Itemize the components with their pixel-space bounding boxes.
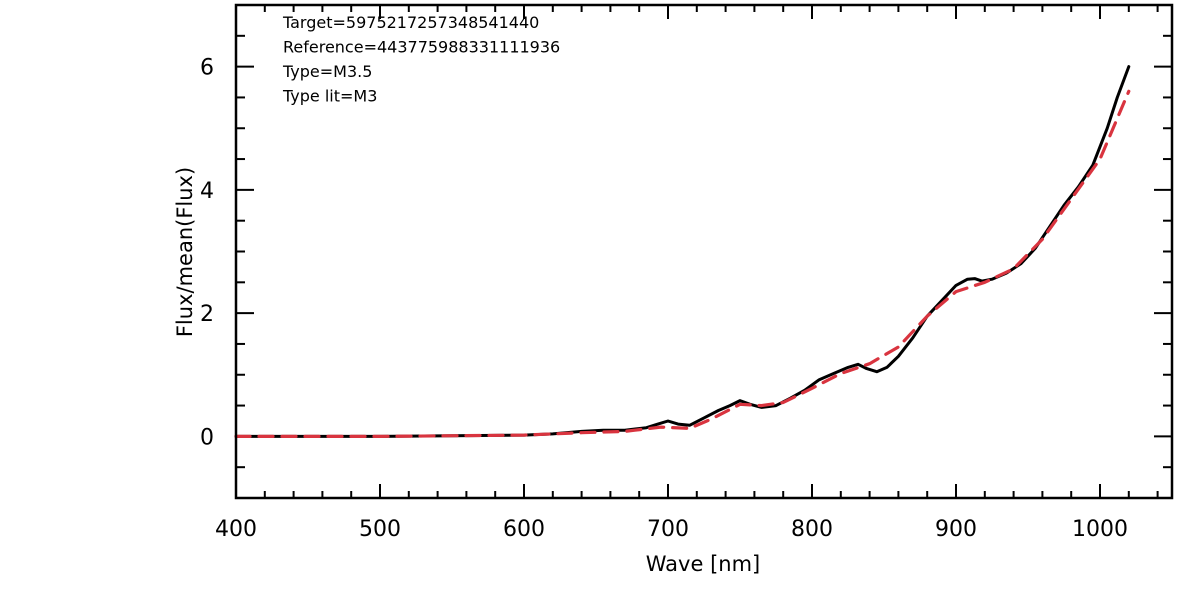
x-tick-labels: 400 500 600 700 800 900 1000 [215, 517, 1128, 542]
x-tick-label: 800 [791, 517, 833, 542]
y-axis-title: Flux/mean(Flux) [173, 167, 197, 337]
x-tick-label: 400 [215, 517, 257, 542]
x-tick-label: 600 [503, 517, 545, 542]
x-tick-label: 900 [935, 517, 977, 542]
y-tick-labels: 0 2 4 6 [200, 56, 214, 451]
annotation-text: Target=5975217257348541440 [282, 13, 539, 32]
x-axis-title: Wave [nm] [646, 552, 760, 576]
y-tick-label: 0 [200, 425, 214, 450]
y-tick-label: 6 [200, 56, 214, 81]
reference-spectrum-line [234, 89, 1131, 438]
x-tick-label: 1000 [1072, 517, 1128, 542]
annotations: Target=5975217257348541440 Reference=4437… [282, 13, 560, 106]
annotation-text: Type lit=M3 [282, 87, 377, 106]
x-tick-label: 500 [359, 517, 401, 542]
y-tick-label: 4 [200, 179, 214, 204]
tick-marks [235, 4, 1172, 499]
annotation-text: Reference=443775988331111936 [283, 38, 560, 57]
annotation-text: Type=M3.5 [282, 62, 372, 81]
series-lines [234, 65, 1131, 438]
x-tick-label: 700 [647, 517, 689, 542]
target-spectrum-line [234, 65, 1131, 438]
plot-frame [234, 3, 1174, 500]
y-tick-label: 2 [200, 302, 214, 327]
